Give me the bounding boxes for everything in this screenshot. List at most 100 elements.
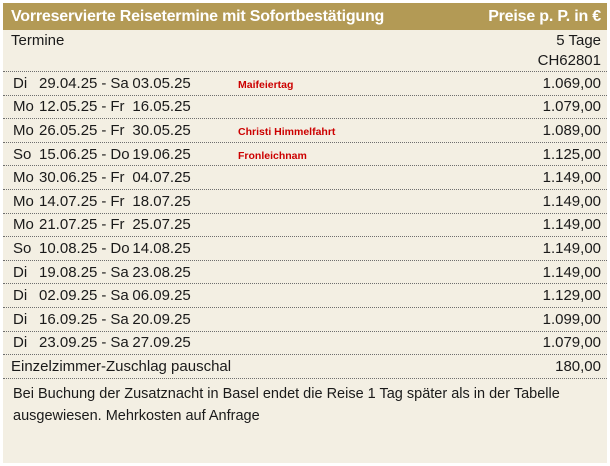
table-row: Mo 14.07.25- Fr 18.07.25 1.149,00 [3,190,607,214]
end-date: 03.05.25 [132,74,191,92]
table-header: Vorreservierte Reisetermine mit Sofortbe… [3,3,607,30]
start-weekday: Di [13,334,28,352]
price-value: 1.079,00 [542,334,601,352]
date-separator: - [101,192,107,210]
start-weekday: Di [13,74,28,92]
table-row: Di 23.09.25- Sa 27.09.25 1.079,00 [3,332,607,356]
table-row: So 10.08.25- Do 14.08.25 1.149,00 [3,237,607,261]
table-row: Mo 12.05.25- Fr 16.05.25 1.079,00 [3,96,607,120]
end-weekday: Sa [110,310,129,328]
price-value: 1.079,00 [542,98,601,116]
surcharge-row: Einzelzimmer-Zuschlag pauschal 180,00 [3,355,607,379]
price-value: 1.069,00 [542,74,601,92]
end-date: 06.09.25 [132,287,191,305]
end-weekday: Sa [110,334,129,352]
holiday-note: Christi Himmelfahrt [238,126,336,139]
holiday-note: Fronleichnam [238,149,307,162]
footer-note: Bei Buchung der Zusatznacht in Basel end… [13,385,560,424]
date-separator: - [101,98,107,116]
surcharge-price: 180,00 [555,357,601,375]
price-value: 1.089,00 [542,121,601,139]
price-value: 1.125,00 [542,145,601,163]
surcharge-label: Einzelzimmer-Zuschlag pauschal [11,357,232,375]
table-row: Di 16.09.25- Sa 20.09.25 1.099,00 [3,308,607,332]
start-date: 26.05.25 [39,121,98,139]
date-separator: - [101,239,107,257]
end-weekday: Do [110,239,130,257]
code-row: CH62801 [3,50,607,72]
header-title: Vorreservierte Reisetermine mit Sofortbe… [11,7,385,25]
tour-code: CH62801 [537,52,601,69]
start-date: 10.08.25 [39,239,98,257]
end-weekday: Fr [110,192,125,210]
price-value: 1.129,00 [542,287,601,305]
end-date: 20.09.25 [132,310,191,328]
end-weekday: Fr [110,121,125,139]
date-separator: - [101,145,107,163]
end-weekday: Sa [110,74,129,92]
start-weekday: Di [13,263,28,281]
start-date: 14.07.25 [39,192,98,210]
end-date: 30.05.25 [132,121,191,139]
price-value: 1.149,00 [542,263,601,281]
start-weekday: Mo [13,98,34,116]
date-separator: - [101,169,107,187]
table-row: Mo 26.05.25- Fr 30.05.25 Christi Himmelfahrt… [3,119,607,143]
start-weekday: Mo [13,192,34,210]
start-date: 30.06.25 [39,169,98,187]
price-table: Vorreservierte Reisetermine mit Sofortbe… [3,3,607,463]
table-row: Di 02.09.25- Sa 06.09.25 1.129,00 [3,284,607,308]
table-row: Mo 30.06.25- Fr 04.07.25 1.149,00 [3,166,607,190]
date-separator: - [101,263,107,281]
end-date: 25.07.25 [132,216,191,234]
price-value: 1.149,00 [542,239,601,257]
price-value: 1.149,00 [542,192,601,210]
date-separator: - [101,74,107,92]
end-date: 14.08.25 [132,239,191,257]
end-weekday: Fr [110,216,125,234]
end-date: 04.07.25 [132,169,191,187]
date-separator: - [101,334,107,352]
price-value: 1.149,00 [542,169,601,187]
date-separator: - [101,216,107,234]
start-weekday: Mo [13,216,34,234]
start-weekday: Mo [13,169,34,187]
table-row: Mo 21.07.25- Fr 25.07.25 1.149,00 [3,214,607,238]
table-row: Di 19.08.25- Sa 23.08.25 1.149,00 [3,261,607,285]
end-weekday: Fr [110,98,125,116]
start-date: 19.08.25 [39,263,98,281]
end-weekday: Sa [110,287,129,305]
start-date: 16.09.25 [39,310,98,328]
termine-label: Termine [11,31,65,49]
end-weekday: Sa [110,263,129,281]
start-date: 23.09.25 [39,334,98,352]
date-separator: - [101,287,107,305]
end-date: 27.09.25 [132,334,191,352]
subheader-row: Termine 5 Tage [3,30,607,50]
date-separator: - [101,121,107,139]
price-value: 1.149,00 [542,216,601,234]
price-value: 1.099,00 [542,310,601,328]
start-weekday: Mo [13,121,34,139]
end-weekday: Fr [110,169,125,187]
start-weekday: So [13,239,32,257]
start-date: 15.06.25 [39,145,98,163]
end-date: 16.05.25 [132,98,191,116]
end-date: 19.06.25 [132,145,191,163]
duration-label: 5 Tage [556,31,601,49]
date-separator: - [101,310,107,328]
date-rows: Di 29.04.25- Sa 03.05.25 Maifeiertag 1.069,00… [3,72,607,356]
start-weekday: Di [13,310,28,328]
table-row: Di 29.04.25- Sa 03.05.25 Maifeiertag 1.069,00 [3,72,607,96]
end-date: 23.08.25 [132,263,191,281]
table-row: So 15.06.25- Do 19.06.25 Fronleichnam 1.125,0… [3,143,607,167]
start-date: 21.07.25 [39,216,98,234]
end-date: 18.07.25 [132,192,191,210]
start-date: 12.05.25 [39,98,98,116]
start-weekday: Di [13,287,28,305]
end-weekday: Do [110,145,130,163]
start-weekday: So [13,145,32,163]
start-date: 02.09.25 [39,287,98,305]
holiday-note: Maifeiertag [238,79,294,92]
start-date: 29.04.25 [39,74,98,92]
